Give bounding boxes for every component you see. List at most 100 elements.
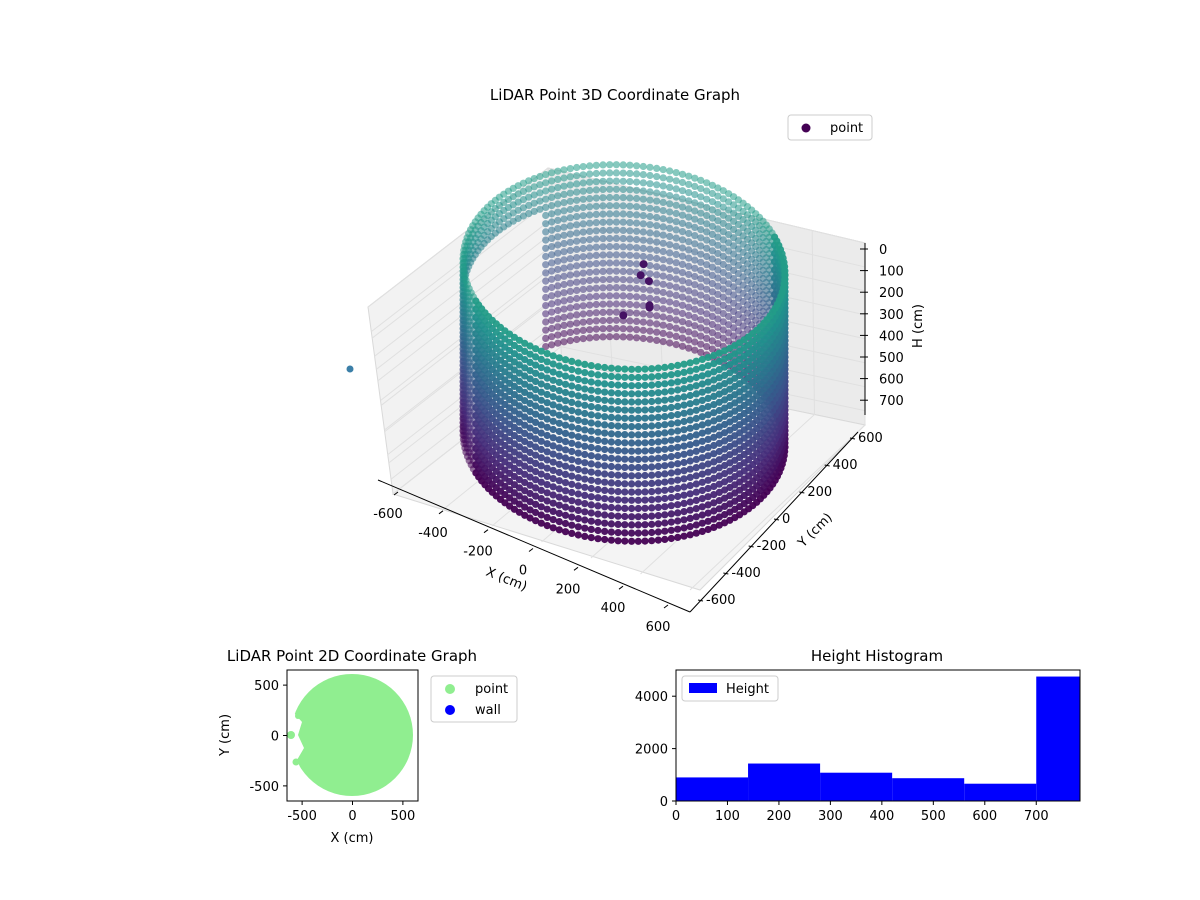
data-point xyxy=(594,518,602,526)
data-point xyxy=(574,367,582,375)
data-point xyxy=(666,175,674,183)
data-point xyxy=(641,504,649,512)
data-point xyxy=(530,175,538,183)
data-point xyxy=(586,260,594,268)
data-point xyxy=(653,320,661,328)
data-point xyxy=(579,294,587,302)
data-point xyxy=(648,447,656,455)
y-tick xyxy=(748,545,754,548)
data-point xyxy=(646,180,654,188)
data-point xyxy=(697,217,705,225)
data-point xyxy=(678,203,687,211)
data-point xyxy=(661,388,669,396)
data-point xyxy=(561,421,570,429)
data-point xyxy=(561,446,570,454)
data-point xyxy=(599,317,607,325)
data-point xyxy=(692,373,700,382)
data-point xyxy=(560,174,568,182)
data-point xyxy=(685,221,693,229)
data-point xyxy=(537,478,545,486)
data-point xyxy=(659,223,667,231)
data-point xyxy=(672,193,680,201)
data-point xyxy=(548,292,556,300)
data-point xyxy=(678,334,687,342)
data-point xyxy=(697,307,705,316)
data-point xyxy=(653,189,661,197)
data-point xyxy=(633,219,641,227)
data-point xyxy=(536,205,544,213)
data-point xyxy=(691,338,699,346)
x-tick-label: 0 xyxy=(519,564,527,579)
data-point xyxy=(710,515,718,523)
data-point xyxy=(586,211,594,219)
data-point xyxy=(515,426,524,434)
data-point xyxy=(543,431,551,440)
data-point xyxy=(653,205,661,213)
data-point xyxy=(579,220,587,228)
data-point xyxy=(674,501,682,509)
data-point xyxy=(619,218,627,226)
chart-3d-z-ticks: 0 100 200 300 400 500 600 700 xyxy=(860,243,904,409)
data-point xyxy=(680,426,688,434)
x-tick-label: 0 xyxy=(348,809,356,824)
data-point xyxy=(659,247,667,256)
data-point xyxy=(715,406,723,415)
data-point xyxy=(515,467,524,475)
data-point xyxy=(692,390,700,398)
data-point xyxy=(548,308,556,316)
data-point xyxy=(548,275,556,283)
data-point xyxy=(549,507,557,515)
data-point xyxy=(661,535,669,544)
data-point xyxy=(621,504,629,512)
x-axis-line xyxy=(377,479,691,613)
data-point xyxy=(678,326,687,334)
data-point xyxy=(554,249,562,257)
data-point xyxy=(710,523,718,532)
data-point xyxy=(587,517,595,525)
data-point xyxy=(691,199,699,207)
data-point xyxy=(626,202,634,210)
data-point xyxy=(601,462,609,470)
data-point xyxy=(601,413,609,421)
chart-histogram: Height Histogram 0 100 200 300 400 500 600 7000… xyxy=(635,647,1081,824)
data-point xyxy=(568,447,576,456)
data-point xyxy=(697,266,705,275)
data-point xyxy=(666,224,674,232)
data-point xyxy=(601,470,609,478)
data-point xyxy=(648,488,656,496)
data-point xyxy=(628,390,636,398)
data-point xyxy=(698,404,706,413)
data-point xyxy=(549,450,557,458)
data-point xyxy=(654,413,662,421)
data-point xyxy=(678,301,687,309)
data-point xyxy=(601,535,609,544)
data-point xyxy=(614,471,622,479)
data-point xyxy=(586,186,594,194)
data-point xyxy=(659,329,667,337)
data-point xyxy=(692,431,700,439)
data-point xyxy=(606,275,614,283)
data-point xyxy=(698,495,706,503)
data-point xyxy=(672,169,680,177)
data-point xyxy=(548,267,556,275)
data-point xyxy=(543,522,551,530)
z-tick-label: 300 xyxy=(879,308,904,323)
data-point xyxy=(587,501,595,509)
data-point xyxy=(579,285,587,293)
data-point xyxy=(549,360,557,368)
data-point xyxy=(561,372,570,380)
data-point xyxy=(714,274,722,282)
data-point xyxy=(685,180,693,188)
data-point xyxy=(648,381,656,389)
data-point xyxy=(592,276,600,284)
data-point xyxy=(548,210,556,218)
data-point xyxy=(710,433,718,441)
data-point xyxy=(554,315,562,323)
data-point xyxy=(599,259,607,267)
data-point xyxy=(654,364,662,372)
data-point xyxy=(614,373,622,381)
data-point xyxy=(548,234,556,242)
y-tick xyxy=(723,572,729,575)
data-point xyxy=(592,243,600,251)
data-point xyxy=(678,244,687,252)
